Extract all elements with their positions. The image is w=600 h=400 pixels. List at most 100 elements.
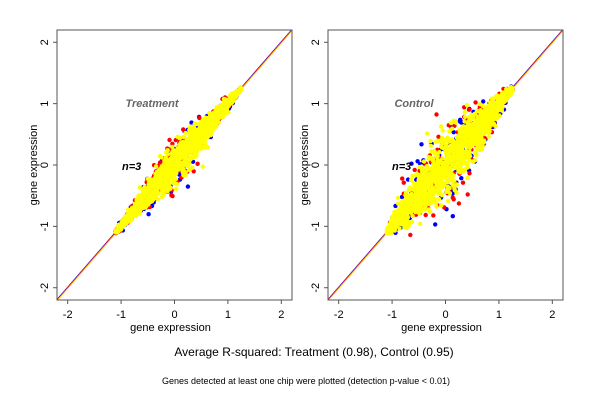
data-point (419, 142, 424, 147)
data-point (473, 158, 478, 163)
panel-title: Control (394, 98, 434, 110)
data-point (173, 186, 178, 191)
data-point (451, 148, 456, 154)
data-point (509, 85, 514, 91)
y-tick-label: 1 (310, 101, 322, 107)
data-point (439, 144, 444, 149)
data-point (181, 148, 187, 154)
data-point (205, 144, 210, 150)
data-point (428, 138, 433, 144)
data-point (413, 198, 418, 204)
data-point (456, 168, 461, 173)
data-point (438, 124, 444, 129)
data-point (188, 132, 193, 137)
x-tick-label: -2 (334, 309, 344, 321)
data-point (164, 181, 169, 186)
data-point (455, 139, 460, 145)
data-point (423, 212, 428, 218)
data-point (158, 167, 163, 172)
data-point (423, 171, 428, 177)
sample-count-label: n=3 (392, 161, 411, 173)
data-point (166, 176, 171, 182)
data-point (386, 228, 392, 233)
data-point (449, 154, 454, 160)
data-point (153, 172, 158, 177)
data-point (448, 177, 453, 183)
data-point (399, 194, 405, 200)
data-point (484, 115, 489, 121)
data-point (116, 229, 121, 234)
data-point (418, 221, 423, 226)
data-point (462, 167, 468, 172)
data-point (419, 168, 425, 173)
data-point (394, 211, 400, 216)
data-point (408, 232, 413, 238)
data-point (194, 147, 199, 153)
panel-title: Treatment (126, 98, 180, 110)
data-point (189, 120, 194, 125)
data-point (434, 164, 440, 170)
data-point (165, 164, 170, 170)
plot-area (57, 30, 292, 300)
data-point (452, 142, 457, 147)
data-point (405, 201, 411, 206)
x-tick-label: 2 (549, 309, 555, 321)
data-point (403, 190, 409, 195)
data-point (465, 161, 470, 166)
y-tick-label: -2 (310, 283, 322, 293)
data-point (445, 149, 450, 155)
data-point (462, 119, 467, 124)
data-point (435, 154, 440, 159)
data-point (207, 110, 212, 116)
data-point (462, 129, 467, 135)
data-point (406, 224, 411, 229)
x-axis-label: gene expression (130, 322, 211, 334)
data-point (191, 143, 196, 149)
data-point (436, 191, 441, 196)
sample-count-label: n=3 (122, 161, 141, 173)
data-point (428, 209, 433, 215)
data-point (146, 212, 151, 217)
data-point (491, 106, 496, 111)
data-point (195, 161, 200, 166)
data-point (452, 178, 457, 183)
data-point (155, 179, 161, 184)
data-point (181, 139, 186, 145)
data-point (233, 93, 239, 98)
data-point (409, 204, 414, 209)
data-point (431, 165, 436, 170)
y-tick-label: 1 (39, 101, 51, 107)
data-point (474, 124, 479, 130)
data-point (475, 132, 480, 137)
data-point (420, 186, 426, 191)
data-point (464, 102, 470, 108)
data-point (169, 154, 175, 159)
data-point (400, 176, 405, 181)
data-point (222, 111, 228, 116)
data-point (445, 139, 450, 144)
data-point (470, 133, 475, 138)
data-point (171, 149, 176, 154)
data-point (450, 195, 455, 200)
y-axis-label: gene expression (28, 125, 40, 206)
data-point (223, 100, 228, 105)
data-point (480, 118, 485, 124)
data-point (173, 137, 178, 143)
data-point (193, 121, 198, 127)
data-point (456, 201, 462, 206)
data-point (423, 178, 428, 183)
data-point (400, 198, 405, 204)
data-point (189, 124, 194, 129)
data-point (440, 138, 445, 143)
data-point (161, 189, 167, 195)
data-point (410, 173, 415, 179)
data-point (144, 189, 149, 194)
data-point (230, 94, 235, 100)
data-point (467, 153, 473, 159)
data-point (421, 159, 427, 164)
data-point (443, 176, 449, 181)
data-point (159, 183, 165, 188)
data-point (447, 185, 452, 191)
data-point (448, 139, 454, 144)
y-tick-label: -1 (39, 221, 51, 231)
